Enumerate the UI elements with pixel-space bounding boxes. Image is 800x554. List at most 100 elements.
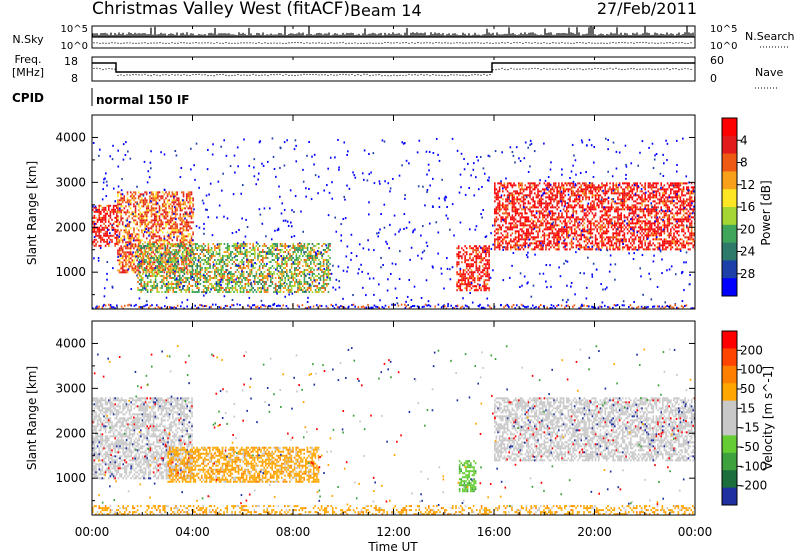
range-gate-cell bbox=[535, 210, 538, 213]
range-gate-cell bbox=[542, 222, 544, 225]
range-gate-cell bbox=[133, 195, 135, 198]
range-gate-cell bbox=[521, 214, 523, 217]
range-gate-cell bbox=[505, 210, 507, 213]
range-gate-cell bbox=[545, 234, 547, 237]
range-gate-cell bbox=[548, 248, 550, 251]
range-gate-cell bbox=[521, 246, 523, 249]
range-gate-cell bbox=[469, 245, 471, 248]
nsearch-dot bbox=[552, 42, 554, 44]
range-gate-cell bbox=[519, 188, 522, 191]
range-gate-cell bbox=[93, 226, 96, 229]
range-gate-cell bbox=[257, 252, 259, 255]
range-gate-cell bbox=[477, 271, 479, 274]
range-gate-cell bbox=[137, 243, 140, 246]
range-gate-cell bbox=[166, 284, 168, 287]
range-gate-cell bbox=[150, 244, 152, 247]
range-gate-cell bbox=[129, 191, 132, 194]
range-gate-cell bbox=[93, 238, 96, 241]
nave-dot bbox=[273, 74, 275, 76]
range-gate-cell bbox=[521, 238, 523, 241]
nsearch-dot bbox=[321, 42, 323, 44]
range-gate-cell bbox=[561, 186, 563, 189]
nave-dot bbox=[459, 74, 461, 76]
range-gate-cell bbox=[166, 276, 168, 279]
range-gate-cell bbox=[185, 219, 188, 222]
range-gate-cell bbox=[139, 207, 142, 210]
range-gate-cell bbox=[188, 290, 191, 293]
range-gate-cell bbox=[519, 228, 522, 231]
range-gate-cell bbox=[151, 274, 154, 277]
range-gate-cell bbox=[247, 290, 250, 293]
range-gate-cell bbox=[228, 248, 231, 251]
range-gate-cell bbox=[500, 220, 502, 223]
range-gate-cell bbox=[561, 182, 563, 185]
range-gate-cell bbox=[255, 272, 258, 275]
range-gate-cell bbox=[292, 244, 295, 247]
range-gate-cell bbox=[198, 254, 200, 257]
range-gate-cell bbox=[207, 250, 210, 253]
range-gate-cell bbox=[144, 191, 146, 194]
range-gate-cell bbox=[215, 288, 218, 291]
range-gate-cell bbox=[220, 264, 223, 267]
range-gate-cell bbox=[322, 276, 325, 279]
range-gate-cell bbox=[566, 244, 568, 247]
range-gate-cell bbox=[522, 200, 525, 203]
nave-dot bbox=[408, 73, 410, 75]
range-gate-cell bbox=[198, 264, 200, 267]
range-gate-cell bbox=[286, 256, 288, 259]
range-gate-cell bbox=[167, 286, 170, 289]
range-gate-cell bbox=[494, 248, 496, 251]
range-gate-cell bbox=[561, 222, 563, 225]
range-gate-cell bbox=[286, 248, 288, 251]
range-gate-cell bbox=[567, 236, 570, 239]
range-gate-cell bbox=[169, 217, 172, 220]
range-gate-cell bbox=[266, 290, 269, 293]
range-gate-cell bbox=[553, 188, 555, 191]
range-gate-cell bbox=[529, 210, 531, 213]
range-gate-cell bbox=[116, 240, 118, 243]
range-gate-cell bbox=[159, 252, 162, 255]
range-gate-cell bbox=[483, 257, 486, 260]
range-gate-cell bbox=[206, 250, 208, 253]
range-gate-cell bbox=[192, 203, 194, 206]
range-gate-cell bbox=[290, 264, 293, 267]
range-gate-cell bbox=[169, 251, 172, 254]
range-gate-cell bbox=[182, 229, 185, 232]
range-gate-cell bbox=[488, 279, 490, 282]
range-gate-cell bbox=[477, 269, 479, 272]
range-gate-cell bbox=[141, 261, 143, 264]
range-gate-cell bbox=[169, 272, 171, 275]
range-gate-cell bbox=[545, 204, 547, 207]
range-gate-cell bbox=[462, 269, 465, 272]
range-gate-cell bbox=[117, 207, 119, 210]
range-gate-cell bbox=[167, 252, 170, 255]
range-gate-cell bbox=[495, 210, 498, 213]
range-gate-cell bbox=[518, 230, 520, 233]
range-gate-cell bbox=[228, 282, 231, 285]
range-gate-cell bbox=[231, 278, 234, 281]
range-gate-cell bbox=[158, 199, 161, 202]
range-gate-cell bbox=[120, 245, 122, 248]
range-gate-cell bbox=[308, 290, 311, 293]
range-gate-cell bbox=[206, 280, 208, 283]
range-gate-cell bbox=[129, 239, 132, 242]
range-gate-cell bbox=[236, 250, 239, 253]
range-gate-cell bbox=[184, 211, 186, 214]
range-gate-cell bbox=[500, 236, 502, 239]
nsearch-dot bbox=[396, 41, 398, 44]
range-gate-cell bbox=[198, 256, 200, 259]
range-gate-cell bbox=[121, 209, 124, 212]
range-gate-cell bbox=[140, 276, 143, 279]
range-gate-cell bbox=[582, 228, 584, 231]
range-gate-cell bbox=[477, 257, 479, 260]
range-gate-cell bbox=[169, 219, 172, 222]
range-gate-cell bbox=[266, 288, 269, 291]
range-gate-cell bbox=[306, 248, 309, 251]
range-gate-cell bbox=[252, 262, 255, 265]
range-gate-cell bbox=[258, 264, 261, 267]
nave-dot bbox=[342, 73, 344, 75]
range-gate-cell bbox=[548, 204, 550, 207]
range-gate-cell bbox=[478, 255, 481, 258]
range-gate-cell bbox=[215, 246, 218, 249]
range-gate-cell bbox=[297, 258, 299, 261]
